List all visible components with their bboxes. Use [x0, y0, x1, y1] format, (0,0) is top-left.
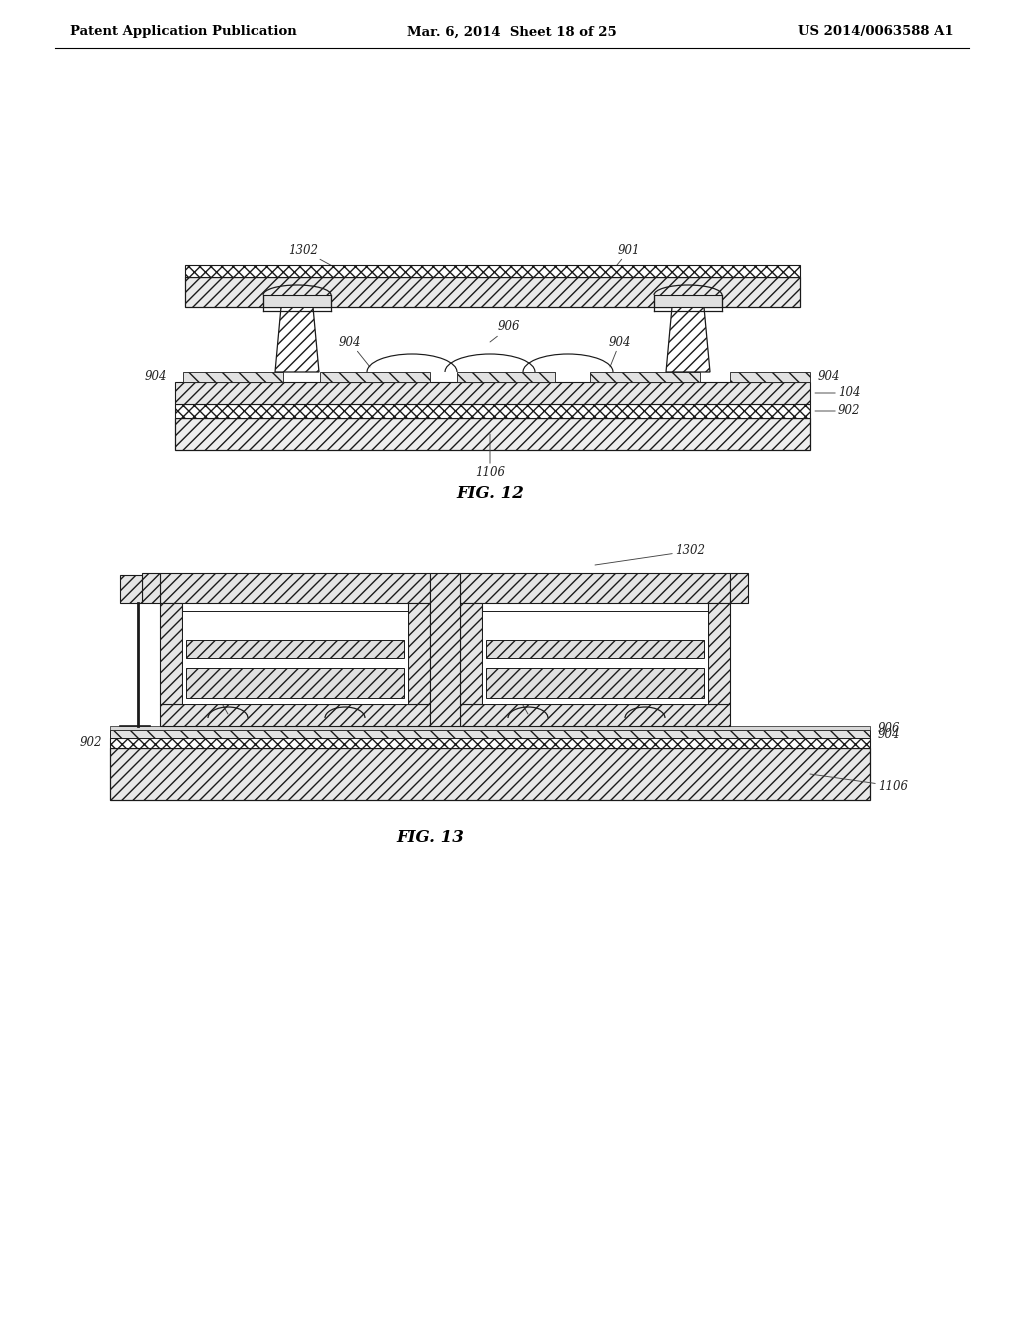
Bar	[486, 640, 705, 657]
Text: US 2014/0063588 A1: US 2014/0063588 A1	[799, 25, 954, 38]
Text: 202: 202	[494, 676, 516, 689]
Text: 1302: 1302	[288, 243, 380, 292]
Text: Patent Application Publication: Patent Application Publication	[70, 25, 297, 38]
Bar	[185, 265, 800, 277]
Bar	[482, 611, 708, 704]
Text: Mar. 6, 2014  Sheet 18 of 25: Mar. 6, 2014 Sheet 18 of 25	[408, 25, 616, 38]
Text: 1900: 1900	[500, 685, 530, 714]
Text: 104: 104	[815, 387, 860, 400]
Bar	[160, 573, 430, 603]
Bar	[408, 603, 430, 704]
Text: 904: 904	[818, 371, 841, 384]
Text: 1106: 1106	[810, 774, 908, 792]
Bar	[175, 418, 810, 450]
Text: 901: 901	[595, 243, 640, 292]
Bar	[186, 668, 404, 698]
Bar	[430, 573, 460, 726]
Text: 906: 906	[490, 321, 520, 342]
Bar	[175, 404, 810, 418]
Bar	[460, 704, 730, 726]
Text: 1106: 1106	[475, 434, 505, 479]
Text: 906: 906	[878, 722, 900, 734]
Text: 901: 901	[612, 676, 635, 689]
Text: 904: 904	[608, 335, 631, 367]
Bar	[120, 576, 142, 603]
Bar	[160, 603, 182, 704]
Bar	[110, 748, 870, 800]
Bar	[730, 372, 810, 381]
Text: 904: 904	[339, 335, 370, 367]
Bar	[110, 738, 870, 748]
Bar	[460, 573, 730, 603]
Bar	[590, 372, 700, 381]
Text: FIG. 13: FIG. 13	[396, 829, 464, 846]
Text: 1900: 1900	[200, 685, 230, 714]
Bar	[263, 294, 331, 308]
Bar	[110, 726, 870, 730]
Bar	[460, 603, 482, 704]
Text: 1302: 1302	[595, 544, 705, 565]
Text: 902: 902	[80, 737, 102, 750]
Polygon shape	[666, 308, 710, 372]
Bar	[708, 603, 730, 704]
Bar	[186, 640, 404, 657]
Text: 904: 904	[878, 729, 900, 742]
Bar	[486, 668, 705, 698]
Text: FIG. 12: FIG. 12	[456, 486, 524, 503]
Bar	[183, 372, 283, 381]
Bar	[160, 704, 430, 726]
Bar	[175, 381, 810, 404]
Text: 904: 904	[144, 371, 167, 384]
Bar	[182, 611, 408, 704]
Text: 902: 902	[815, 404, 860, 417]
Bar	[110, 730, 870, 738]
Bar	[142, 573, 160, 603]
Bar	[185, 277, 800, 308]
Polygon shape	[275, 308, 319, 372]
Bar	[730, 573, 748, 603]
Bar	[457, 372, 555, 381]
Bar	[654, 294, 722, 308]
Bar	[319, 372, 430, 381]
